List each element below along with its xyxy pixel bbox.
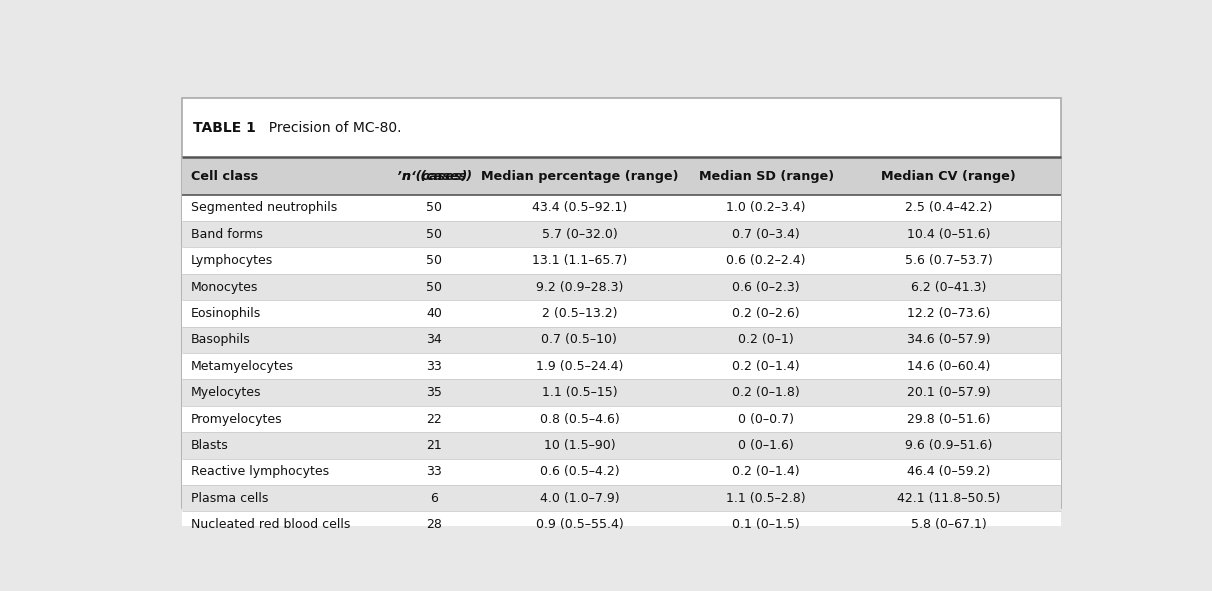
Text: 10 (1.5–90): 10 (1.5–90) (543, 439, 616, 452)
Text: 22: 22 (427, 413, 442, 426)
Text: 40: 40 (427, 307, 442, 320)
Bar (182, 459, 1060, 485)
Text: 12.2 (0–73.6): 12.2 (0–73.6) (907, 307, 990, 320)
Bar (182, 221, 1060, 248)
Text: 5.8 (0–67.1): 5.8 (0–67.1) (910, 518, 987, 531)
Text: 0.2 (0–1.4): 0.2 (0–1.4) (732, 465, 800, 478)
Text: ’n‘ (cases): ’n‘ (cases) (396, 170, 471, 183)
Bar (182, 353, 1060, 379)
Text: Blasts: Blasts (191, 439, 229, 452)
Bar (182, 194, 1060, 221)
Text: 0.2 (0–1.8): 0.2 (0–1.8) (732, 386, 800, 399)
Text: 35: 35 (427, 386, 442, 399)
Text: 0 (0–0.7): 0 (0–0.7) (738, 413, 794, 426)
Bar (182, 300, 1060, 327)
Text: 1.9 (0.5–24.4): 1.9 (0.5–24.4) (536, 360, 623, 373)
Text: Eosinophils: Eosinophils (191, 307, 262, 320)
Text: Precision of MC-80.: Precision of MC-80. (261, 121, 402, 135)
Text: 1.1 (0.5–15): 1.1 (0.5–15) (542, 386, 617, 399)
Text: 5.7 (0–32.0): 5.7 (0–32.0) (542, 228, 617, 241)
Bar (182, 274, 1060, 300)
Text: 9.2 (0.9–28.3): 9.2 (0.9–28.3) (536, 281, 623, 294)
Text: Basophils: Basophils (191, 333, 251, 346)
Text: Median CV (range): Median CV (range) (881, 170, 1016, 183)
Text: 50: 50 (427, 202, 442, 215)
Bar (182, 379, 1060, 406)
Bar (182, 511, 1060, 538)
Bar (182, 248, 1060, 274)
Text: Promyelocytes: Promyelocytes (191, 413, 282, 426)
Text: 34.6 (0–57.9): 34.6 (0–57.9) (907, 333, 990, 346)
Text: 0.6 (0–2.3): 0.6 (0–2.3) (732, 281, 800, 294)
Bar (182, 157, 1060, 194)
Text: 1.0 (0.2–3.4): 1.0 (0.2–3.4) (726, 202, 806, 215)
Text: 0.6 (0.5–4.2): 0.6 (0.5–4.2) (539, 465, 619, 478)
Text: Median SD (range): Median SD (range) (698, 170, 834, 183)
Text: TABLE 1: TABLE 1 (193, 121, 256, 135)
Text: 10.4 (0–51.6): 10.4 (0–51.6) (907, 228, 990, 241)
Text: 33: 33 (427, 360, 442, 373)
Text: 14.6 (0–60.4): 14.6 (0–60.4) (907, 360, 990, 373)
Text: 0.9 (0.5–55.4): 0.9 (0.5–55.4) (536, 518, 623, 531)
Text: 6.2 (0–41.3): 6.2 (0–41.3) (911, 281, 987, 294)
Text: 28: 28 (427, 518, 442, 531)
Text: 0.1 (0–1.5): 0.1 (0–1.5) (732, 518, 800, 531)
Text: 0 (0–1.6): 0 (0–1.6) (738, 439, 794, 452)
Text: 0.6 (0.2–2.4): 0.6 (0.2–2.4) (726, 254, 806, 267)
Text: 50: 50 (427, 228, 442, 241)
Text: Lymphocytes: Lymphocytes (191, 254, 273, 267)
Text: Reactive lymphocytes: Reactive lymphocytes (191, 465, 330, 478)
Text: 5.6 (0.7–53.7): 5.6 (0.7–53.7) (905, 254, 993, 267)
Text: Band forms: Band forms (191, 228, 263, 241)
Text: 29.8 (0–51.6): 29.8 (0–51.6) (907, 413, 990, 426)
Bar (182, 406, 1060, 432)
Bar (182, 98, 1060, 508)
Text: 21: 21 (427, 439, 442, 452)
Text: 46.4 (0–59.2): 46.4 (0–59.2) (907, 465, 990, 478)
Text: Cell class: Cell class (191, 170, 258, 183)
Text: 42.1 (11.8–50.5): 42.1 (11.8–50.5) (897, 492, 1000, 505)
Text: 0.7 (0–3.4): 0.7 (0–3.4) (732, 228, 800, 241)
Text: 0.2 (0–2.6): 0.2 (0–2.6) (732, 307, 800, 320)
Bar (182, 327, 1060, 353)
Text: 34: 34 (427, 333, 442, 346)
Bar (182, 485, 1060, 511)
Text: Plasma cells: Plasma cells (191, 492, 268, 505)
Text: 43.4 (0.5–92.1): 43.4 (0.5–92.1) (532, 202, 627, 215)
Text: 2 (0.5–13.2): 2 (0.5–13.2) (542, 307, 617, 320)
Text: Median percentage (range): Median percentage (range) (481, 170, 679, 183)
Text: 9.6 (0.9–51.6): 9.6 (0.9–51.6) (905, 439, 993, 452)
Text: 50: 50 (427, 281, 442, 294)
Text: 0.8 (0.5–4.6): 0.8 (0.5–4.6) (539, 413, 619, 426)
Text: 0.2 (0–1.4): 0.2 (0–1.4) (732, 360, 800, 373)
Text: Nucleated red blood cells: Nucleated red blood cells (191, 518, 350, 531)
Text: 1.1 (0.5–2.8): 1.1 (0.5–2.8) (726, 492, 806, 505)
Text: 0.7 (0.5–10): 0.7 (0.5–10) (542, 333, 617, 346)
Text: 4.0 (1.0–7.9): 4.0 (1.0–7.9) (539, 492, 619, 505)
Text: 50: 50 (427, 254, 442, 267)
Text: Segmented neutrophils: Segmented neutrophils (191, 202, 337, 215)
Text: 2.5 (0.4–42.2): 2.5 (0.4–42.2) (905, 202, 993, 215)
Text: n (cases): n (cases) (401, 170, 467, 183)
Text: 13.1 (1.1–65.7): 13.1 (1.1–65.7) (532, 254, 627, 267)
Text: Monocytes: Monocytes (191, 281, 258, 294)
Text: Myelocytes: Myelocytes (191, 386, 262, 399)
Text: 33: 33 (427, 465, 442, 478)
Text: 20.1 (0–57.9): 20.1 (0–57.9) (907, 386, 990, 399)
Text: 0.2 (0–1): 0.2 (0–1) (738, 333, 794, 346)
Text: 6: 6 (430, 492, 439, 505)
Bar (182, 432, 1060, 459)
Text: Metamyelocytes: Metamyelocytes (191, 360, 295, 373)
